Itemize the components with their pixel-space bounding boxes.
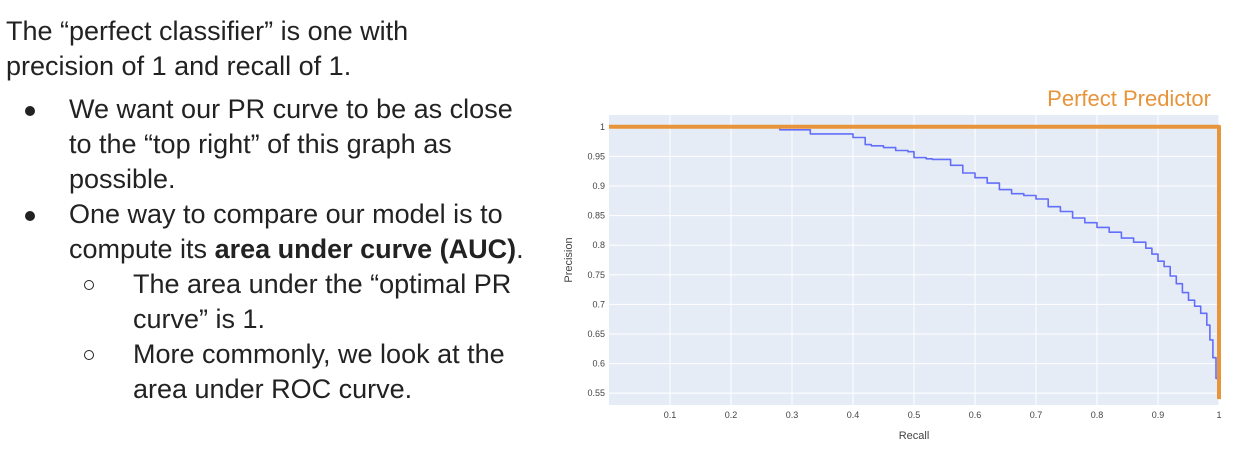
y-tick-label: 0.8 bbox=[592, 240, 605, 250]
x-tick-label: 0.8 bbox=[1091, 410, 1104, 420]
slide-text: The “perfect classifier” is one with pre… bbox=[6, 14, 566, 407]
x-tick-label: 0.3 bbox=[786, 410, 799, 420]
y-tick-label: 0.95 bbox=[587, 151, 605, 161]
bullet-text-auc-post: . bbox=[516, 234, 524, 264]
hollow-bullet-icon bbox=[84, 350, 94, 360]
perfect-predictor-annotation: Perfect Predictor bbox=[1047, 86, 1211, 111]
bullet-dot-icon bbox=[25, 106, 35, 116]
sub-bullet-roc: More commonly, we look at the area under… bbox=[69, 337, 523, 407]
bullet-item-auc: One way to compare our model is to compu… bbox=[6, 197, 529, 407]
x-tick-label: 0.6 bbox=[969, 410, 982, 420]
pr-chart-svg: 0.1 0.2 0.3 0.4 0.5 0.6 0.7 0.8 0.9 1 0.55 0.6 0.65 0… bbox=[563, 86, 1222, 442]
perfect-predictor-line bbox=[609, 124, 1221, 400]
y-tick-label: 0.6 bbox=[592, 359, 605, 369]
y-tick-label: 1 bbox=[600, 122, 605, 132]
bullet-text-auc-bold: area under curve (AUC) bbox=[214, 234, 517, 264]
x-tick-label: 0.5 bbox=[908, 410, 921, 420]
bullet-list: We want our PR curve to be as close to t… bbox=[6, 92, 566, 407]
pr-curve-line bbox=[609, 126, 1220, 388]
y-tick-label: 0.75 bbox=[587, 270, 605, 280]
intro-text: The “perfect classifier” is one with pre… bbox=[6, 14, 566, 84]
y-tick-label: 0.85 bbox=[587, 211, 605, 221]
pr-chart: 0.1 0.2 0.3 0.4 0.5 0.6 0.7 0.8 0.9 1 0.55 0.6 0.65 0… bbox=[556, 80, 1242, 466]
intro-line-1: The “perfect classifier” is one with bbox=[6, 16, 409, 46]
sub-bullet-list: The area under the “optimal PR curve” is… bbox=[69, 267, 529, 407]
sub-bullet-text-roc: More commonly, we look at the area under… bbox=[133, 339, 505, 404]
x-tick-label: 1 bbox=[1216, 410, 1221, 420]
y-tick-label: 0.65 bbox=[587, 329, 605, 339]
sub-bullet-optimal: The area under the “optimal PR curve” is… bbox=[69, 267, 523, 337]
y-tick-label: 0.55 bbox=[587, 388, 605, 398]
hollow-bullet-icon bbox=[84, 280, 94, 290]
intro-line-2: precision of 1 and recall of 1. bbox=[6, 51, 352, 81]
bullet-dot-icon bbox=[25, 211, 35, 221]
bullet-text-auc-pre: One way to compare our model is to compu… bbox=[69, 199, 503, 264]
sub-bullet-text-optimal: The area under the “optimal PR curve” is… bbox=[133, 269, 512, 334]
bullet-text-pr-curve: We want our PR curve to be as close to t… bbox=[69, 94, 513, 194]
x-axis-title: Recall bbox=[899, 430, 930, 442]
x-tick-label: 0.2 bbox=[725, 410, 738, 420]
bullet-item-pr-curve: We want our PR curve to be as close to t… bbox=[6, 92, 529, 197]
x-tick-label: 0.9 bbox=[1152, 410, 1165, 420]
y-tick-label: 0.7 bbox=[592, 299, 605, 309]
x-tick-label: 0.7 bbox=[1030, 410, 1043, 420]
y-tick-label: 0.9 bbox=[592, 181, 605, 191]
y-axis-title: Precision bbox=[563, 237, 575, 282]
x-tick-label: 0.4 bbox=[847, 410, 860, 420]
x-tick-label: 0.1 bbox=[664, 410, 677, 420]
